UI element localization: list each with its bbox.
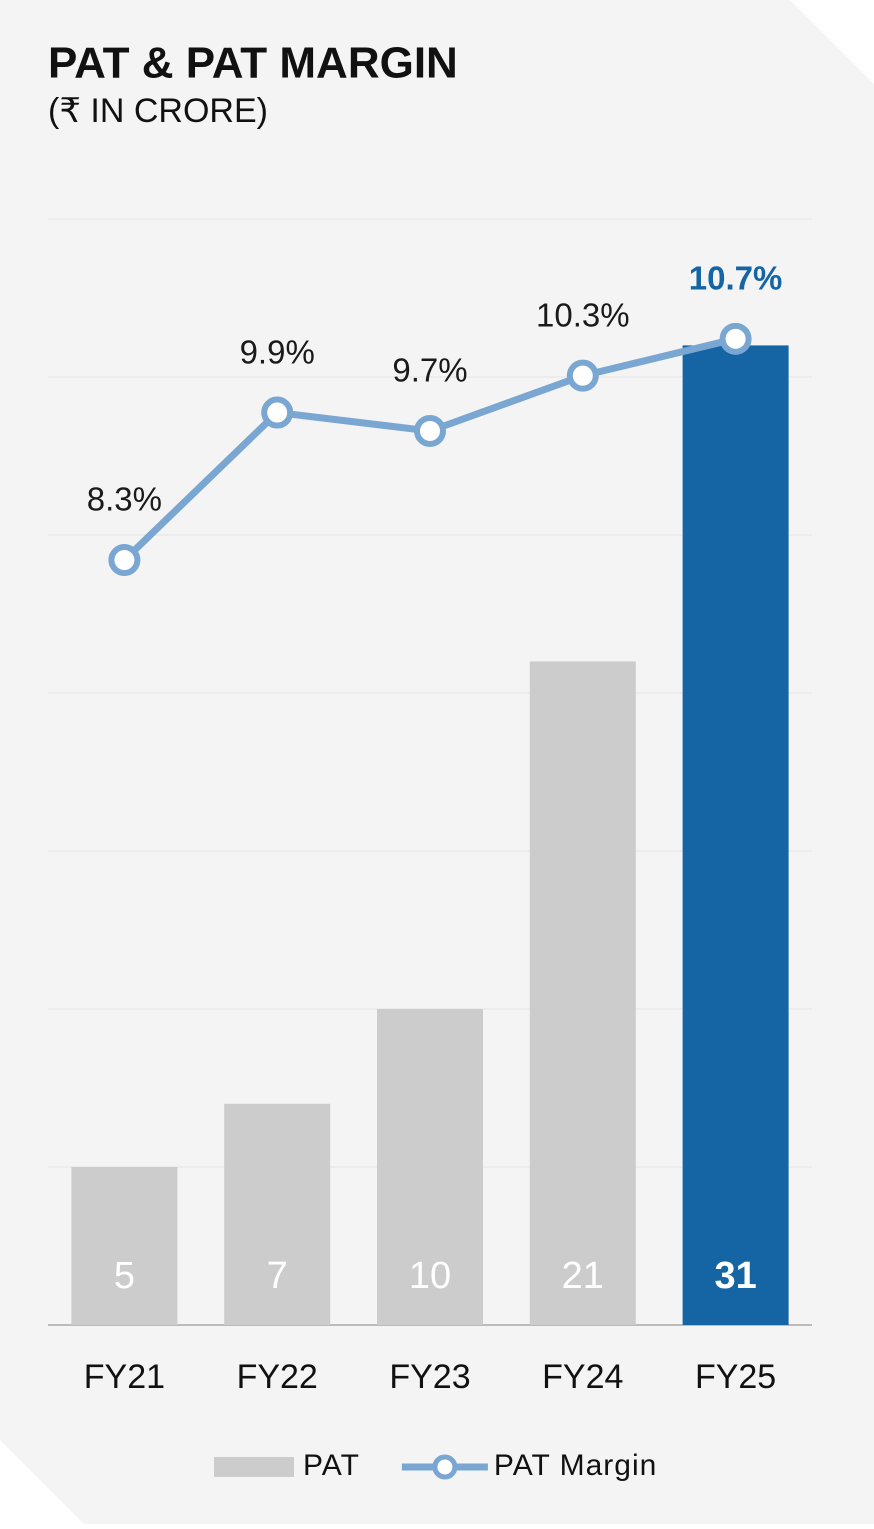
chart-subtitle: (₹ IN CRORE) [48, 92, 268, 130]
legend-swatch [214, 1457, 294, 1477]
bar [71, 1167, 178, 1325]
bar [529, 661, 636, 1325]
bar [682, 345, 789, 1325]
line-value-label: 10.7% [689, 260, 783, 297]
x-tick-label: FY23 [389, 1358, 470, 1396]
line-value-label: 8.3% [87, 481, 162, 518]
bar [377, 1009, 483, 1325]
bar-value-label: 21 [562, 1255, 604, 1297]
line-point [414, 414, 446, 447]
chart-title: PAT & PAT MARGIN [48, 39, 458, 88]
line-value-label: 9.7% [392, 352, 467, 389]
bar-value-label: 7 [267, 1255, 288, 1297]
line-point [108, 544, 141, 577]
bar-value-label: 5 [114, 1255, 135, 1297]
x-tick-label: FY21 [84, 1358, 165, 1396]
legend-swatch-marker [432, 1454, 458, 1480]
bar [224, 1103, 331, 1325]
legend-label: PAT Margin [494, 1449, 657, 1482]
legend-label: PAT [303, 1449, 360, 1482]
x-tick-label: FY24 [542, 1358, 623, 1396]
legend: PAT PAT Margin [214, 1449, 657, 1482]
bar-value-label: 10 [409, 1255, 451, 1297]
line-value-label: 9.9% [240, 333, 315, 370]
bar-value-label: 31 [714, 1255, 756, 1297]
line-point [261, 396, 294, 429]
x-tick-label: FY22 [237, 1358, 318, 1396]
x-tick-label: FY25 [695, 1358, 776, 1396]
line-point [719, 322, 752, 355]
bars: 5 7 10 21 31 [71, 345, 789, 1325]
line-point [566, 359, 599, 392]
line-layer: 8.3% 9.9% 9.7% 10.3% 10.7% [87, 260, 783, 577]
line-value-label: 10.3% [536, 296, 630, 333]
